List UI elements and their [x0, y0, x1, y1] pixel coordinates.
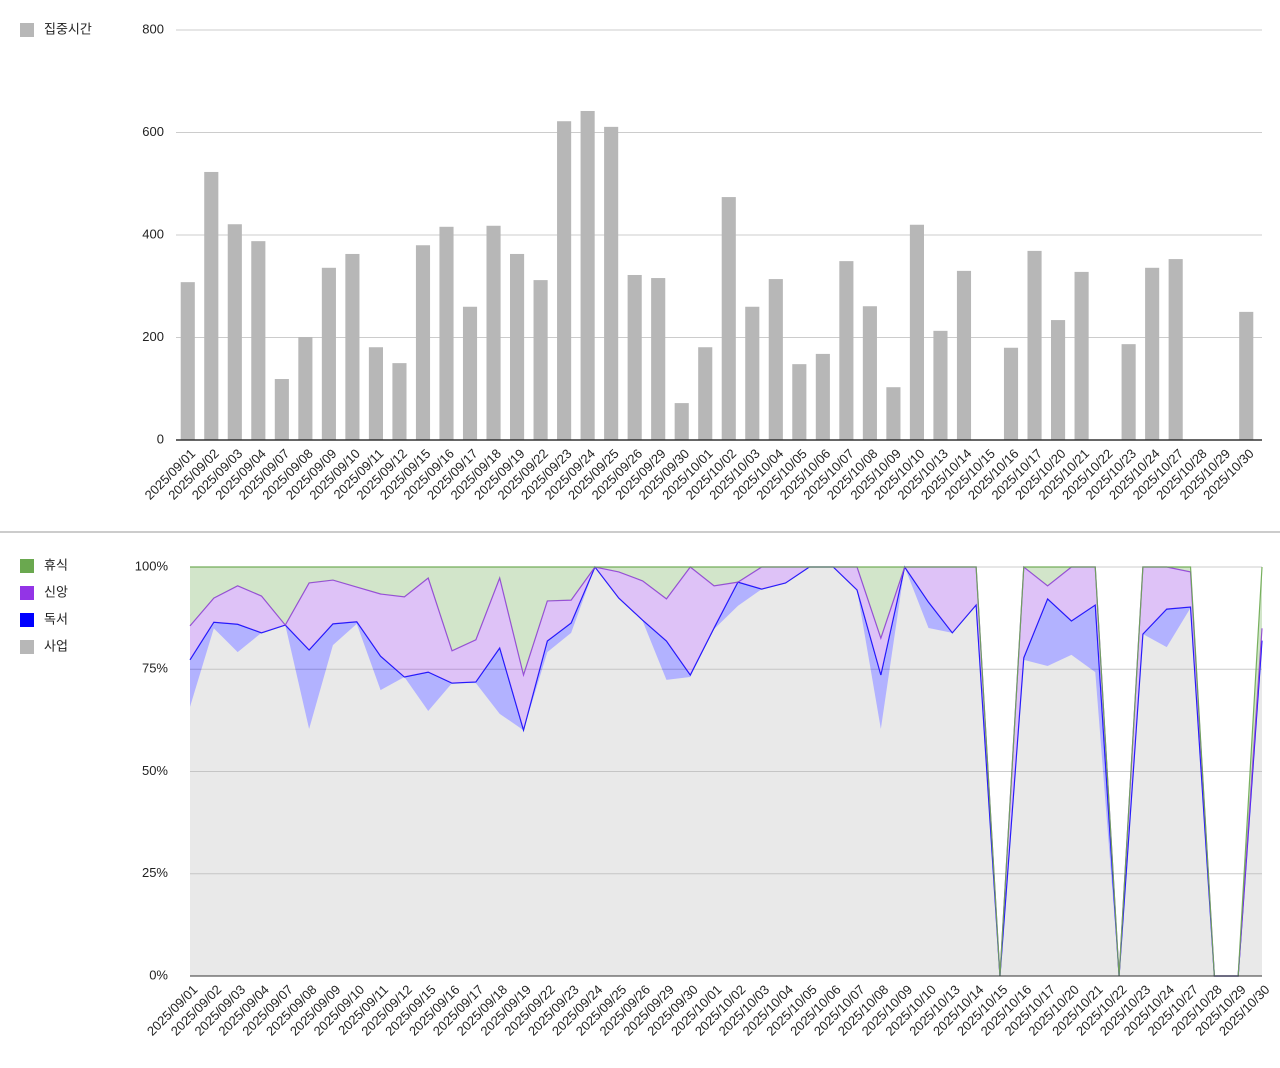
bar: [368, 347, 383, 440]
area: [190, 567, 1262, 976]
bar: [204, 171, 219, 440]
bar: [345, 253, 360, 440]
bar: [674, 403, 689, 440]
bar: [557, 121, 572, 440]
bar: [886, 387, 901, 440]
y-tick-label: 75%: [142, 661, 168, 676]
bar: [1168, 259, 1183, 440]
legend-label: 휴식: [44, 557, 68, 572]
legend-swatch: [20, 613, 34, 627]
y-tick-label: 200: [142, 329, 164, 344]
bar: [510, 253, 525, 440]
bar: [415, 245, 431, 440]
bar: [815, 353, 830, 440]
y-tick-label: 0: [157, 431, 164, 446]
bar: [933, 330, 948, 440]
bar: [1121, 344, 1136, 440]
bar: [1145, 267, 1160, 440]
legend-swatch: [20, 559, 34, 573]
bar: [227, 224, 242, 440]
bar: [839, 261, 854, 440]
legend-swatch: [20, 586, 34, 600]
bar: [862, 306, 877, 440]
bar: [462, 306, 478, 440]
bar: [698, 347, 713, 440]
bar: [721, 197, 736, 440]
bar: [533, 280, 548, 440]
area-line: [189, 565, 1263, 977]
bar: [321, 267, 336, 440]
bar: [298, 336, 313, 440]
bar: [909, 224, 924, 440]
bar: [1051, 320, 1066, 440]
bar: [439, 226, 454, 440]
legend-swatch: [20, 23, 34, 37]
legend-label: 사업: [44, 638, 68, 653]
y-tick-label: 100%: [135, 558, 169, 573]
bar: [1239, 311, 1254, 440]
legend-label: 독서: [44, 611, 68, 626]
bar: [1074, 271, 1089, 440]
bar: [604, 126, 619, 441]
bar: [1003, 347, 1019, 440]
bar: [956, 270, 972, 440]
y-tick-label: 600: [142, 124, 164, 139]
legend-swatch: [20, 640, 34, 654]
y-tick-label: 50%: [142, 763, 168, 778]
legend-label: 신앙: [44, 584, 68, 599]
bar: [392, 363, 407, 440]
bar: [792, 364, 807, 440]
bar: [580, 110, 595, 440]
bar: [745, 306, 760, 440]
bar: [651, 278, 666, 440]
bar: [768, 279, 783, 440]
y-tick-label: 400: [142, 226, 164, 241]
bar: [180, 282, 195, 440]
bar: [486, 225, 501, 440]
bar: [627, 274, 642, 440]
area-line: [190, 566, 1263, 977]
y-tick-label: 0%: [149, 967, 168, 982]
bar: [1027, 250, 1042, 440]
y-tick-label: 800: [142, 21, 164, 36]
legend-label: 집중시간: [44, 21, 92, 36]
bar: [251, 241, 266, 440]
bar: [274, 379, 289, 440]
y-tick-label: 25%: [142, 865, 168, 880]
